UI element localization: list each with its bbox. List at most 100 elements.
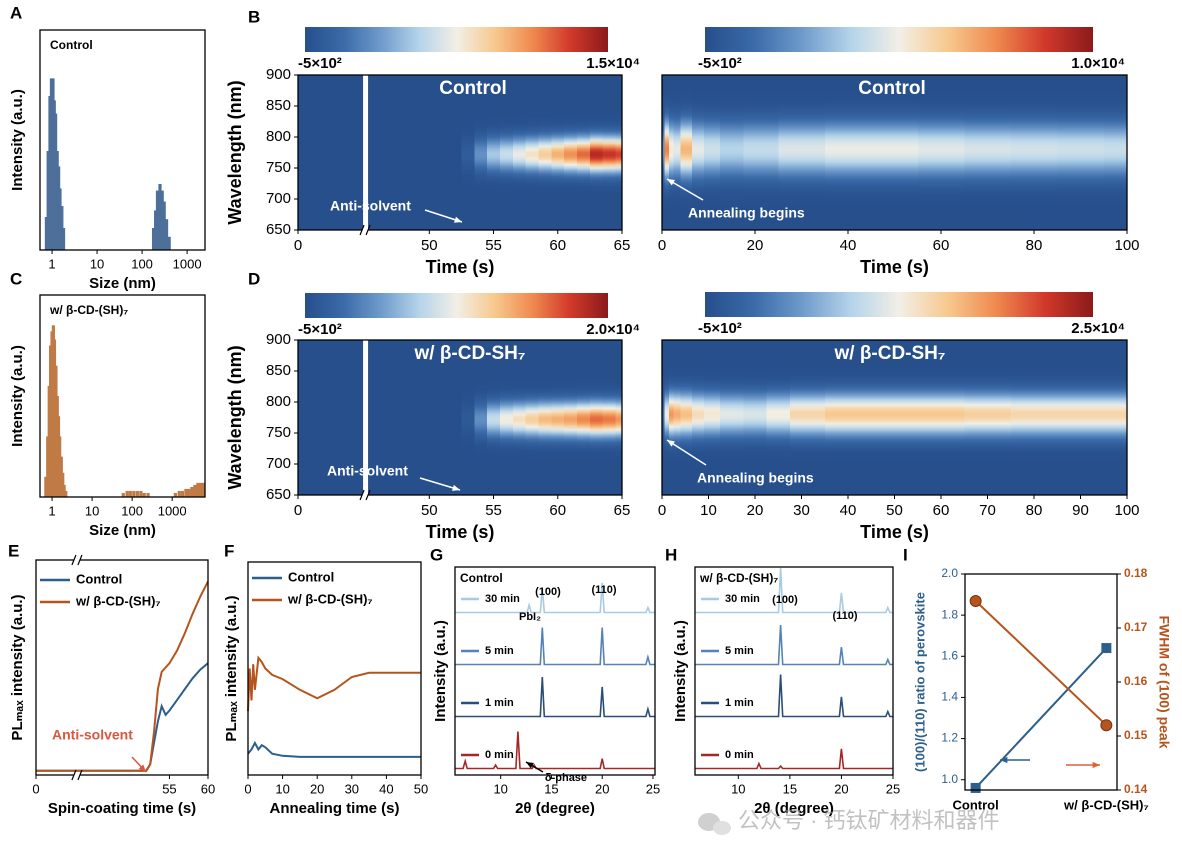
axis-break-mark [71,554,77,566]
y-tick-label: 650 [266,486,291,503]
bar [58,436,62,497]
bar [139,490,143,497]
y-tick-label: 900 [266,331,291,348]
y-tick-label: 650 [266,221,291,238]
heat-column [474,340,488,495]
panel-label: E [8,541,19,560]
heat-column [461,75,475,230]
colorbar-label: 2.0×10⁴ [586,321,640,338]
bar [44,217,49,250]
y-axis-label: Wavelength (nm) [225,80,245,224]
x-axis-label: Size (nm) [89,275,156,292]
x-axis-label: 2θ (degree) [515,800,595,817]
x-tick-label: 40 [840,237,857,254]
xrd-trace [695,624,893,666]
y-tick-label: 1.8 [941,607,958,621]
heat-column [1057,340,1105,495]
plot-frame [964,573,1118,791]
panel-label: A [10,3,22,22]
colorbar-label: -5×10² [298,321,342,338]
heat-column [615,340,623,495]
marker [1100,719,1113,732]
heat-column [824,340,872,495]
y2-tick-label: 0.14 [1124,782,1148,796]
x-tick-label: 60 [933,502,950,519]
colorbar [705,292,1093,317]
x-tick-label: 30 [793,502,810,519]
heat-column [766,340,791,495]
axis-break-mark [77,769,83,781]
heat-column [525,340,540,495]
heat-column [577,340,591,495]
heat-column [680,75,693,230]
axis-break-gap [362,228,369,232]
axis-break [363,75,369,230]
y-tick-label: 850 [266,362,291,379]
heat-column [720,75,744,230]
x-tick-label: 10 [700,502,717,519]
heat-column [1010,340,1058,495]
y-tick-label: 1.4 [941,690,958,704]
heat-column [778,75,826,230]
heat-column [602,340,617,495]
x-tick-label: 20 [595,782,609,797]
xrd-trace [455,731,655,770]
legend-label: 30 min [485,593,520,605]
y2-tick-label: 0.16 [1124,674,1148,688]
plot-frame [454,566,656,776]
heat-column [474,75,488,230]
y-tick-label: 1.6 [941,648,958,662]
x-tick-label: 80 [1026,237,1043,254]
annotation: (100) [772,594,798,606]
bar [125,490,129,497]
heat-column [461,340,475,495]
series-line [247,740,421,758]
axis-break-gap [73,773,80,777]
y-tick-label: 750 [266,424,291,441]
chart-title: w/ β-CD-SH₇ [413,343,525,364]
annotation: (110) [591,584,616,596]
x-tick-label: 50 [421,237,438,254]
y-axis-label: PLₘₐₓ intensity (a.u.) [9,594,26,740]
plot-frame [35,559,209,776]
annotation-arrow-head [138,764,146,772]
series-line [974,647,1108,789]
plot-frame [39,29,206,251]
y-tick-label: 700 [266,455,291,472]
plot-frame [694,566,894,776]
bar [132,490,136,497]
y-tick-label: 2.0 [941,566,958,580]
heat-column [487,340,501,495]
annotation: (110) [832,610,857,622]
bar [44,476,48,497]
bar [193,484,197,497]
axis-arrow-head [1092,761,1100,769]
colorbar-label: -5×10² [698,320,742,337]
heat-column [376,340,463,495]
panel-label: C [10,269,22,288]
x-tick-label: 40 [379,782,393,797]
x-tick-label: 50 [414,782,428,797]
bar [164,219,169,250]
bar [173,492,177,497]
bar [167,236,171,250]
annotation: δ-phase [545,772,587,784]
panel-label: I [903,545,908,564]
heat-column [743,75,779,230]
annotation: (100) [535,586,561,598]
y2-tick-label: 0.15 [1124,728,1148,742]
bar [154,210,158,250]
bar [187,488,191,497]
x-tick-label: 60 [549,237,566,254]
x-axis-label: Time (s) [860,257,929,277]
xrd-trace [695,748,893,770]
y-tick-label: 1.0 [941,772,958,786]
y-tick-label: 700 [266,190,291,207]
annotation: Annealing begins [697,470,814,486]
y-axis-label: Intensity (a.u.) [9,345,26,447]
x-tick-label: 10 [275,782,289,797]
heat-column [551,75,565,230]
heat-column [673,75,682,230]
bar [177,490,181,497]
